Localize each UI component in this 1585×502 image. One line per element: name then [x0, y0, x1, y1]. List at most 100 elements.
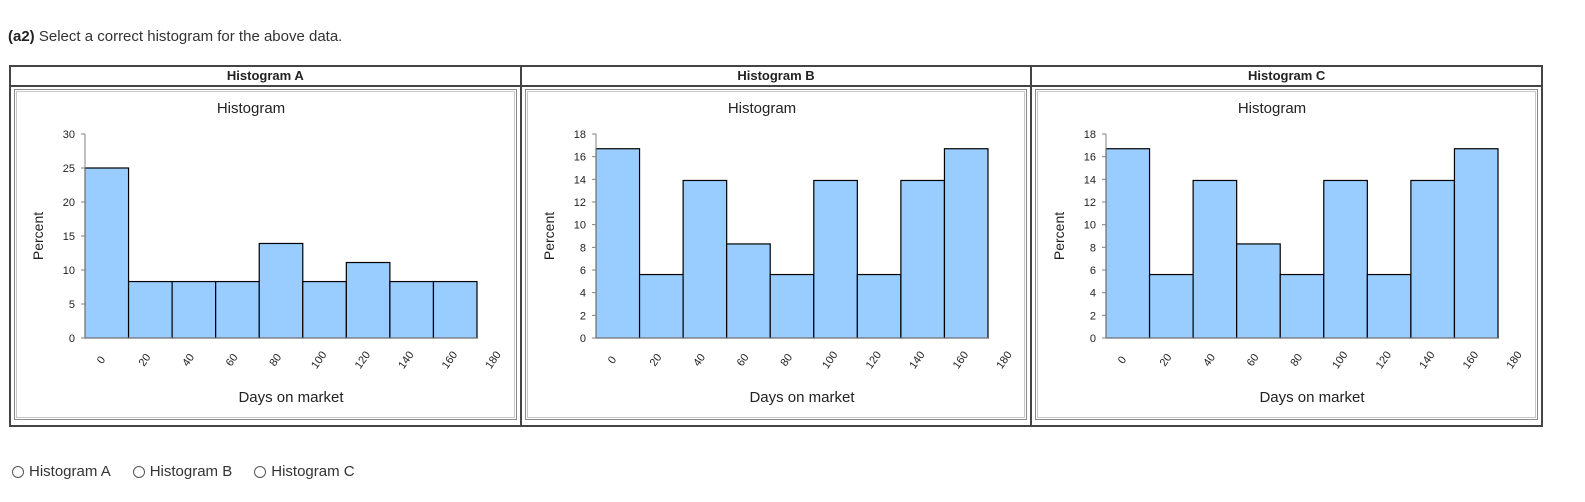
- y-tick-label: 4: [1090, 288, 1096, 300]
- radio-button-b[interactable]: [132, 465, 145, 478]
- question-prompt: (a2) Select a correct histogram for the …: [8, 28, 342, 45]
- histogram-bar: [302, 280, 347, 339]
- y-tick-label: 10: [1084, 220, 1096, 232]
- radio-button-a[interactable]: [12, 465, 24, 478]
- y-tick-label: 6: [1090, 265, 1096, 277]
- histogram-bar: [595, 148, 640, 339]
- x-tick-label: 80: [778, 352, 795, 369]
- y-tick-label: 6: [580, 265, 586, 277]
- option-label-b: Histogram B: [149, 463, 233, 480]
- x-tick-label: 80: [1289, 352, 1306, 369]
- x-tick-label: 60: [1245, 352, 1262, 369]
- x-tick-label: 180: [483, 349, 503, 371]
- chart-title: Histogram: [1238, 100, 1306, 117]
- x-tick-label: 20: [1158, 352, 1175, 369]
- x-tick-label: 0: [606, 354, 619, 366]
- x-tick-label: 40: [691, 352, 708, 369]
- histogram-bar: [432, 280, 478, 339]
- y-tick-label: 18: [1084, 129, 1096, 141]
- y-tick-label: 0: [580, 333, 586, 345]
- x-tick-label: 160: [950, 349, 970, 371]
- y-tick-label: 14: [1084, 174, 1096, 186]
- x-tick-label: 40: [1202, 352, 1219, 369]
- histogram-bar: [812, 179, 858, 339]
- x-axis-label: Days on market: [749, 389, 855, 406]
- y-tick-label: 2: [580, 310, 586, 322]
- y-tick-label: 8: [1090, 242, 1096, 254]
- radio-button-c[interactable]: [254, 465, 267, 478]
- histogram-bar: [899, 179, 945, 339]
- y-tick-label: 12: [573, 197, 585, 209]
- option-histogram-a[interactable]: Histogram A: [12, 463, 111, 480]
- y-axis-label: Percent: [1051, 212, 1067, 260]
- y-tick-label: 14: [573, 174, 585, 186]
- x-tick-label: 180: [994, 349, 1014, 371]
- y-tick-label: 18: [573, 129, 585, 141]
- histogram-table: Histogram A Histogram Percent 0 5 10 15 20 25 30…: [9, 65, 1543, 427]
- chart-frame-c: Histogram Percent 0 2 4 6 8 10 12 14 16 18 0 20 40 60 80…: [1035, 89, 1539, 420]
- y-tick-label: 15: [63, 231, 75, 243]
- chart-title: Histogram: [217, 100, 285, 117]
- histogram-cell-a: Histogram A Histogram Percent 0 5 10 15 20 25 30…: [11, 67, 522, 425]
- histogram-chart-a: Histogram Percent 0 5 10 15 20 25 30 0 20 40 60 80 100…: [30, 100, 504, 406]
- histogram-bar: [1323, 179, 1369, 339]
- x-tick-label: 0: [95, 354, 108, 366]
- histogram-bar: [1279, 273, 1325, 339]
- histogram-bar: [856, 273, 902, 339]
- histogram-bar: [1454, 148, 1499, 339]
- x-tick-label: 180: [1505, 349, 1525, 371]
- y-tick-label: 16: [1084, 152, 1096, 164]
- histogram-bar: [389, 280, 435, 339]
- histogram-header-b: Histogram B: [521, 67, 1031, 87]
- x-tick-label: 140: [1418, 349, 1438, 371]
- x-tick-label: 0: [1116, 354, 1129, 366]
- x-tick-label: 20: [647, 352, 664, 369]
- x-tick-label: 20: [137, 352, 154, 369]
- y-tick-label: 4: [580, 288, 586, 300]
- y-tick-label: 12: [1084, 197, 1096, 209]
- histogram-bar: [215, 280, 260, 339]
- question-text: Select a correct histogram for the above…: [38, 28, 343, 45]
- histogram-bar: [682, 179, 727, 339]
- histogram-cell-c: Histogram C Histogram Percent 0 2 4 6 8 10 12 14 1…: [1032, 67, 1542, 425]
- chart-title: Histogram: [727, 100, 795, 117]
- histogram-bar: [84, 167, 130, 339]
- x-tick-label: 120: [1374, 349, 1394, 371]
- y-axis-label: Percent: [30, 212, 46, 260]
- histogram-bar: [725, 243, 771, 339]
- histogram-cell-b: Histogram B Histogram Percent 0 2 4 6 8 10 12 14 1…: [521, 67, 1033, 425]
- histogram-bar: [1236, 243, 1282, 339]
- x-tick-label: 140: [396, 349, 416, 371]
- y-tick-label: 20: [63, 197, 75, 209]
- y-axis-label: Percent: [541, 212, 557, 260]
- option-label-c: Histogram C: [271, 463, 355, 480]
- x-tick-label: 160: [440, 349, 460, 371]
- option-histogram-c[interactable]: Histogram C: [254, 463, 355, 480]
- y-tick-label: 30: [63, 129, 75, 141]
- histogram-bar: [127, 280, 173, 339]
- x-axis-label: Days on market: [1260, 389, 1366, 406]
- x-tick-label: 140: [907, 349, 927, 371]
- histogram-bar: [1367, 273, 1412, 339]
- y-tick-label: 5: [69, 299, 75, 311]
- histogram-bar: [171, 280, 217, 339]
- question-label: (a2): [8, 28, 35, 45]
- histogram-bar: [345, 261, 391, 339]
- histogram-header-c: Histogram C: [1032, 67, 1542, 87]
- histogram-bar: [769, 273, 815, 339]
- histogram-bar: [1149, 273, 1195, 339]
- x-tick-label: 100: [820, 349, 840, 371]
- histogram-bar: [1105, 148, 1151, 339]
- chart-frame-b: Histogram Percent 0 2 4 6 8 10 12 14 16 18 0 20 40 60 80…: [524, 89, 1028, 420]
- option-histogram-b[interactable]: Histogram B: [132, 463, 233, 480]
- y-tick-label: 2: [1090, 310, 1096, 322]
- y-tick-label: 8: [580, 242, 586, 254]
- x-tick-label: 100: [1330, 349, 1350, 371]
- y-tick-label: 16: [573, 152, 585, 164]
- y-tick-label: 0: [69, 333, 75, 345]
- answer-options: Histogram A Histogram B Histogram C: [12, 463, 377, 480]
- histogram-bar: [638, 273, 684, 339]
- x-tick-label: 160: [1461, 349, 1481, 371]
- histogram-chart-c: Histogram Percent 0 2 4 6 8 10 12 14 16 180 20 40 60 80…: [1051, 100, 1525, 406]
- x-tick-label: 80: [267, 352, 284, 369]
